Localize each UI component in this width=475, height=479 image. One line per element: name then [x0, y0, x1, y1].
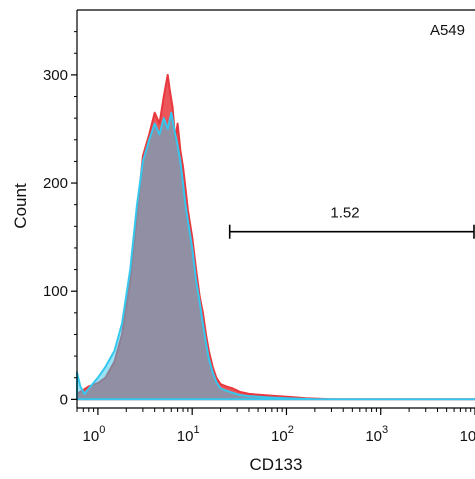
x-tick-label: 102: [271, 424, 294, 445]
series-layer: [76, 73, 475, 401]
y-tick-label: 200: [43, 175, 68, 192]
gate-layer: 1.52: [228, 205, 475, 239]
x-tick-label: 104: [460, 424, 475, 445]
y-axis-label: Count: [11, 183, 30, 229]
tick-layer: 0 100 200 300 100 101 102 103 104: [43, 31, 475, 445]
y-tick-label: 100: [43, 283, 68, 300]
sample-label: A549: [430, 22, 465, 39]
x-tick-label: 103: [365, 424, 388, 445]
x-tick-label: 100: [83, 424, 106, 445]
gate-percent-label: 1.52: [330, 205, 359, 222]
histogram-series-2: [76, 111, 475, 401]
y-tick-label: 300: [43, 67, 68, 84]
x-tick-label: 101: [177, 424, 200, 445]
y-tick-label: 0: [60, 391, 68, 408]
x-axis-label: CD133: [250, 455, 303, 474]
